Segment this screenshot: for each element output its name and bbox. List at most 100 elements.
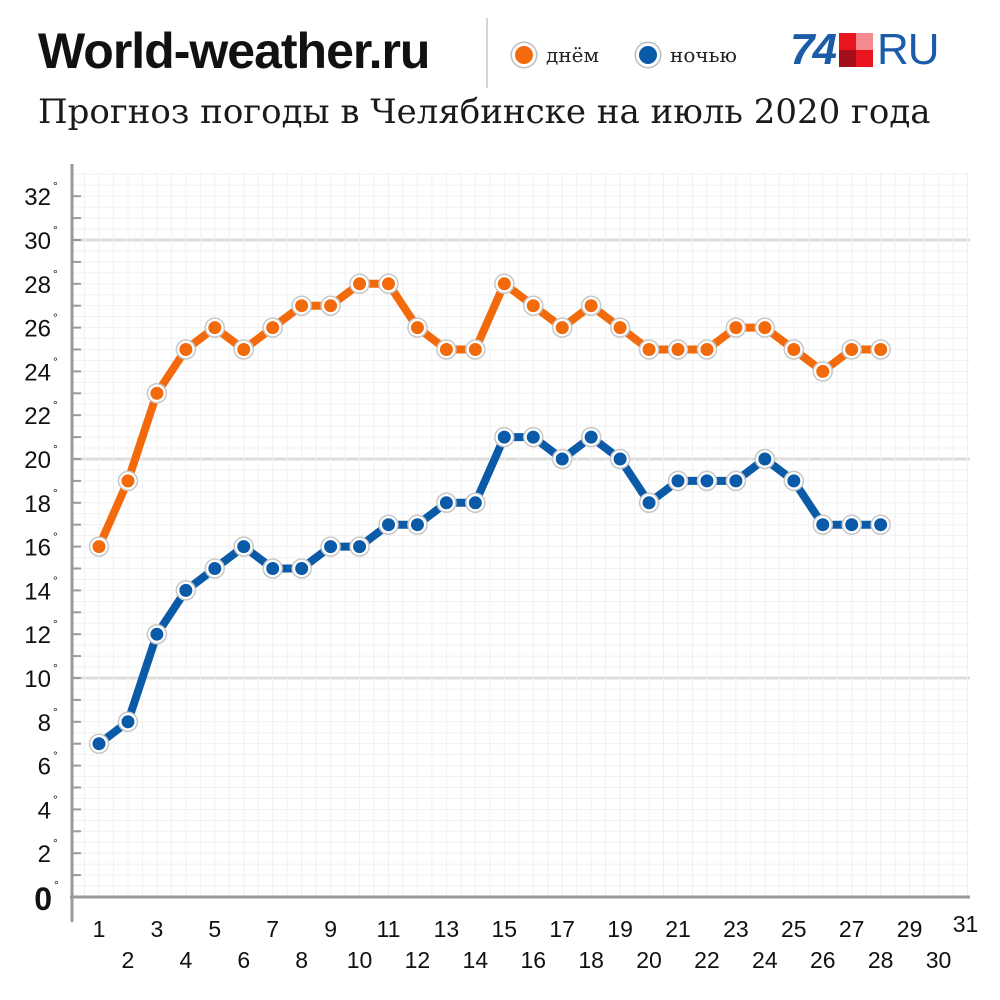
- legend-day-label: днём: [546, 43, 600, 67]
- x-tick-label: 6: [237, 947, 250, 973]
- y-tick-degree: °: [53, 573, 58, 587]
- data-point-day: [584, 299, 598, 313]
- x-tick-label: 20: [636, 947, 662, 973]
- y-tick-label: 18: [24, 491, 51, 518]
- y-tick-degree: °: [53, 792, 58, 806]
- legend-night-label: ночью: [670, 43, 737, 67]
- x-tick-label: 5: [208, 916, 221, 942]
- brand-title: World-weather.ru: [38, 23, 430, 79]
- y-tick-degree: °: [53, 398, 58, 412]
- data-point-night: [497, 430, 511, 444]
- data-point-day: [497, 277, 511, 291]
- data-point-night: [758, 452, 772, 466]
- x-tick-label: 2: [122, 947, 135, 973]
- y-tick-degree: °: [54, 878, 59, 892]
- x-tick-label: 15: [492, 916, 518, 942]
- data-point-day: [845, 343, 859, 356]
- logo-74ru: 74 RU: [790, 25, 940, 74]
- series-line-night: [95, 433, 885, 748]
- data-point-night: [816, 518, 830, 532]
- y-tick-label: 32: [24, 184, 51, 211]
- logo-suffix: RU: [876, 25, 940, 74]
- data-point-night: [642, 496, 656, 510]
- x-tick-label: 19: [607, 916, 633, 942]
- legend-night-marker: [636, 43, 660, 67]
- data-point-day: [382, 277, 395, 291]
- x-tick-label: 4: [179, 947, 192, 973]
- y-tick-label: 24: [24, 359, 51, 386]
- series-line-day: [95, 279, 885, 551]
- x-tick-label: 29: [897, 916, 923, 942]
- y-tick-label: 26: [24, 316, 51, 343]
- data-point-day: [700, 343, 714, 356]
- y-tick-label: 0: [34, 881, 52, 917]
- y-tick-degree: °: [53, 354, 58, 368]
- data-point-day: [555, 321, 569, 335]
- y-tick-label: 8: [38, 710, 51, 737]
- data-point-night: [700, 474, 714, 488]
- x-tick-label: 21: [665, 916, 691, 942]
- data-point-night: [845, 518, 859, 532]
- y-tick-label: 30: [24, 228, 51, 255]
- y-tick-degree: °: [53, 749, 58, 763]
- x-tick-label: 16: [520, 947, 546, 973]
- y-tick-label: 28: [24, 272, 51, 299]
- data-point-night: [671, 474, 685, 488]
- y-tick-degree: °: [53, 223, 58, 237]
- data-point-night: [121, 715, 135, 729]
- data-point-night: [410, 518, 424, 532]
- temperature-chart: 0 °2 °4 °6 °8 °10 °12 °14 °16 °18 °20 °22 °24 °26 °28 °…: [24, 164, 978, 973]
- data-point-day: [526, 299, 540, 313]
- data-point-night: [150, 627, 164, 641]
- data-point-day: [92, 540, 106, 554]
- data-point-day: [237, 343, 251, 356]
- data-point-night: [266, 562, 280, 575]
- y-tick-degree: °: [53, 267, 58, 281]
- data-point-night: [468, 496, 482, 510]
- y-tick-label: 4: [38, 797, 51, 824]
- x-tick-label: 13: [434, 916, 460, 942]
- data-point-day: [410, 321, 424, 335]
- data-point-day: [439, 343, 453, 356]
- x-tick-label: 7: [266, 916, 279, 942]
- data-point-day: [671, 343, 685, 356]
- y-tick-degree: °: [53, 311, 58, 325]
- x-tick-label: 12: [405, 947, 431, 973]
- x-tick-label: 18: [578, 947, 604, 973]
- data-point-day: [295, 299, 309, 313]
- logo-squares-icon: [838, 33, 873, 67]
- x-tick-label: 3: [151, 916, 164, 942]
- data-point-night: [729, 474, 743, 488]
- data-point-night: [353, 540, 367, 554]
- data-point-night: [584, 430, 598, 444]
- x-tick-label: 28: [868, 947, 894, 973]
- data-point-day: [874, 343, 888, 356]
- data-point-night: [295, 562, 309, 575]
- data-point-day: [729, 321, 743, 335]
- legend-night: ночью: [636, 40, 737, 70]
- data-point-night: [613, 452, 627, 466]
- data-point-night: [179, 583, 193, 597]
- x-tick-label: 22: [694, 947, 720, 973]
- data-point-day: [179, 343, 193, 356]
- y-tick-label: 2: [38, 841, 51, 868]
- x-tick-label: 25: [781, 916, 807, 942]
- data-point-day: [758, 321, 772, 335]
- y-tick-label: 10: [24, 666, 51, 693]
- y-tick-degree: °: [53, 661, 58, 675]
- y-tick-degree: °: [53, 179, 58, 193]
- y-tick-label: 16: [24, 535, 51, 562]
- data-point-night: [237, 540, 251, 554]
- data-point-day: [324, 299, 338, 313]
- x-tick-label: 10: [347, 947, 373, 973]
- data-point-night: [382, 518, 395, 532]
- y-tick-degree: °: [53, 442, 58, 456]
- data-point-night: [787, 474, 801, 488]
- data-point-day: [468, 343, 482, 356]
- data-point-night: [324, 540, 338, 554]
- header-divider: [486, 18, 488, 88]
- y-tick-degree: °: [53, 836, 58, 850]
- y-tick-degree: °: [53, 486, 58, 500]
- x-tick-label: 1: [93, 916, 106, 942]
- logo-number: 74: [790, 25, 837, 74]
